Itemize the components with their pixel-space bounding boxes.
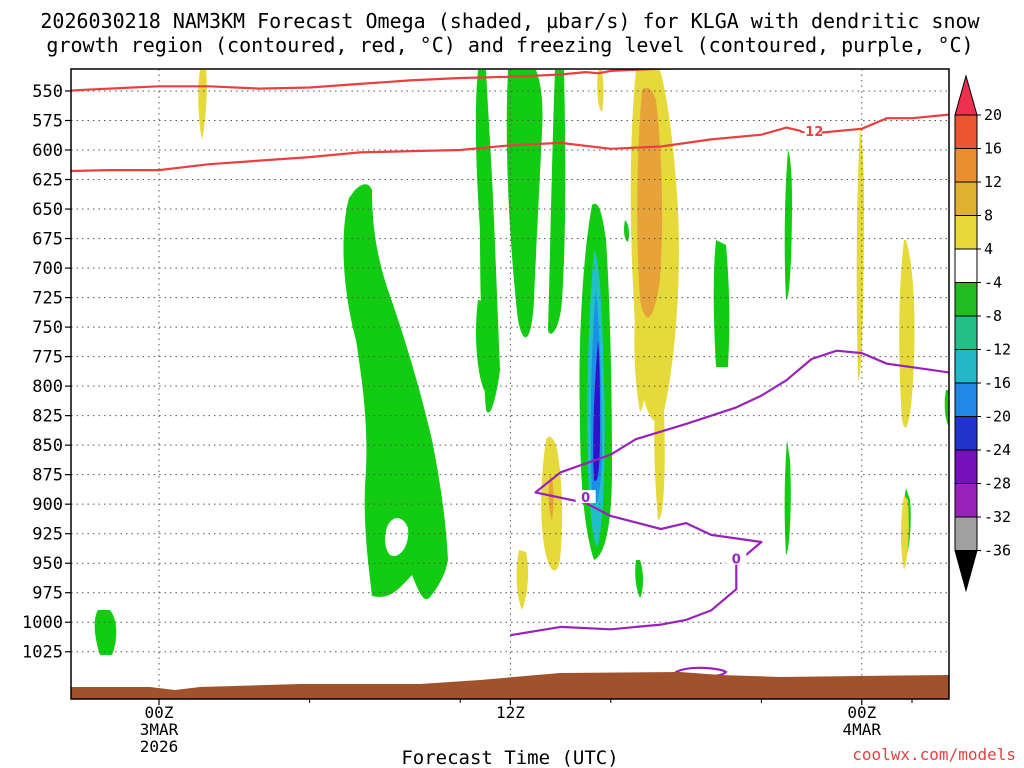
x-tick-label: 12Z — [496, 703, 525, 722]
x-tick-label: 2026 — [140, 737, 179, 756]
y-tick-label: 700 — [32, 259, 63, 279]
colorbar-label: -20 — [984, 408, 1011, 426]
y-tick-label: 625 — [32, 171, 63, 191]
y-tick-label: 675 — [32, 230, 63, 250]
omega-region-30 — [901, 495, 909, 570]
omega-region-26 — [548, 475, 554, 520]
omega-region-5 — [476, 300, 492, 390]
colorbar: 20 16 12 8 4 -4 -8 -12 -16 -20 -24 -28 -32 -36 — [954, 74, 1011, 593]
y-tick-label: 775 — [32, 348, 63, 368]
chart-title-line1: 2026030218 NAM3KM Forecast Omega (shaded… — [40, 9, 980, 33]
contour-1 — [71, 113, 949, 173]
y-tick-label: 750 — [32, 318, 63, 338]
omega-region-24 — [654, 380, 665, 520]
omega-region-0 — [343, 184, 448, 600]
x-axis: 00Z3MAR202612Z00Z4MAR12Z00Z5MAR — [140, 699, 913, 756]
omega-shading — [94, 70, 949, 655]
omega-region-6 — [519, 230, 529, 300]
omega-region-2 — [94, 610, 117, 655]
colorbar-label: 20 — [984, 106, 1002, 124]
y-axis: 550 575 600 625 650 675 700 725 750 775 800 825 850 8… — [22, 82, 71, 663]
colorbar-label: 16 — [984, 140, 1002, 158]
colorbar-label: 12 — [984, 173, 1002, 191]
colorbar-box — [954, 181, 978, 216]
colorbar-top-arrow — [954, 74, 978, 116]
omega-region-18 — [944, 390, 949, 425]
colorbar-label: -32 — [984, 508, 1011, 526]
x-tick-label: 00Z — [145, 703, 174, 722]
omega-region-19 — [198, 70, 207, 140]
colorbar-box — [954, 148, 978, 183]
omega-region-11 — [593, 340, 600, 481]
colorbar-box — [954, 215, 978, 250]
colorbar-label: -28 — [984, 475, 1011, 493]
x-tick-label: 00Z — [847, 703, 876, 722]
watermark: coolwx.com/models — [852, 745, 1016, 764]
y-tick-label: 825 — [32, 407, 63, 427]
contour-label: 0 — [732, 552, 741, 567]
colorbar-box — [954, 416, 978, 451]
colorbar-box — [954, 282, 978, 317]
omega-region-4 — [506, 70, 543, 338]
y-tick-label: 925 — [32, 525, 63, 545]
colorbar-box — [954, 483, 978, 518]
y-tick-label: 850 — [32, 436, 63, 456]
omega-region-22 — [637, 87, 663, 318]
colorbar-box — [954, 349, 978, 384]
chart-title-line2: growth region (contoured, red, °C) and f… — [46, 33, 973, 57]
colorbar-bottom-arrow — [954, 550, 978, 593]
grid — [71, 69, 949, 699]
colorbar-box — [954, 114, 978, 149]
x-axis-label: Forecast Time (UTC) — [401, 747, 618, 768]
omega-region-28 — [899, 240, 915, 428]
y-tick-label: 575 — [32, 112, 63, 132]
omega-region-29 — [856, 130, 864, 380]
omega-region-23 — [634, 300, 647, 412]
colorbar-box — [954, 382, 978, 417]
y-tick-label: 725 — [32, 289, 63, 309]
colorbar-box — [954, 516, 978, 551]
contour-2 — [510, 349, 949, 637]
x-tick-label: 4MAR — [843, 720, 882, 739]
y-tick-label: 800 — [32, 377, 63, 397]
x-tick-label: 3MAR — [140, 720, 179, 739]
y-tick-label: 950 — [32, 554, 63, 574]
omega-region-15 — [784, 150, 792, 300]
omega-region-27 — [516, 550, 529, 610]
ground-surface — [71, 672, 949, 699]
ground — [71, 672, 949, 699]
omega-region-7 — [548, 70, 566, 334]
colorbar-box — [954, 315, 978, 350]
omega-region-16 — [784, 440, 791, 555]
y-tick-label: 875 — [32, 466, 63, 486]
colorbar-label: -16 — [984, 374, 1011, 392]
colorbar-label: -12 — [984, 341, 1011, 359]
colorbar-label: -8 — [984, 307, 1002, 325]
colorbar-box — [954, 248, 978, 283]
y-tick-label: 600 — [32, 141, 63, 161]
y-tick-label: 900 — [32, 495, 63, 515]
colorbar-label: -24 — [984, 441, 1011, 459]
y-tick-label: 550 — [32, 82, 63, 102]
contour-label: -12 — [800, 125, 824, 140]
omega-region-12 — [635, 560, 643, 598]
y-tick-label: 1025 — [22, 643, 63, 663]
y-tick-label: 975 — [32, 584, 63, 604]
omega-region-1 — [385, 518, 409, 556]
y-tick-label: 650 — [32, 200, 63, 220]
omega-region-13 — [624, 220, 629, 242]
colorbar-box — [954, 449, 978, 484]
y-tick-label: 1000 — [22, 613, 63, 633]
omega-region-14 — [713, 240, 730, 367]
colorbar-label: -4 — [984, 274, 1002, 292]
contour-label: 0 — [581, 491, 590, 506]
colorbar-label: 8 — [984, 207, 993, 225]
colorbar-label: 4 — [984, 240, 993, 258]
colorbar-label: -36 — [984, 542, 1011, 560]
